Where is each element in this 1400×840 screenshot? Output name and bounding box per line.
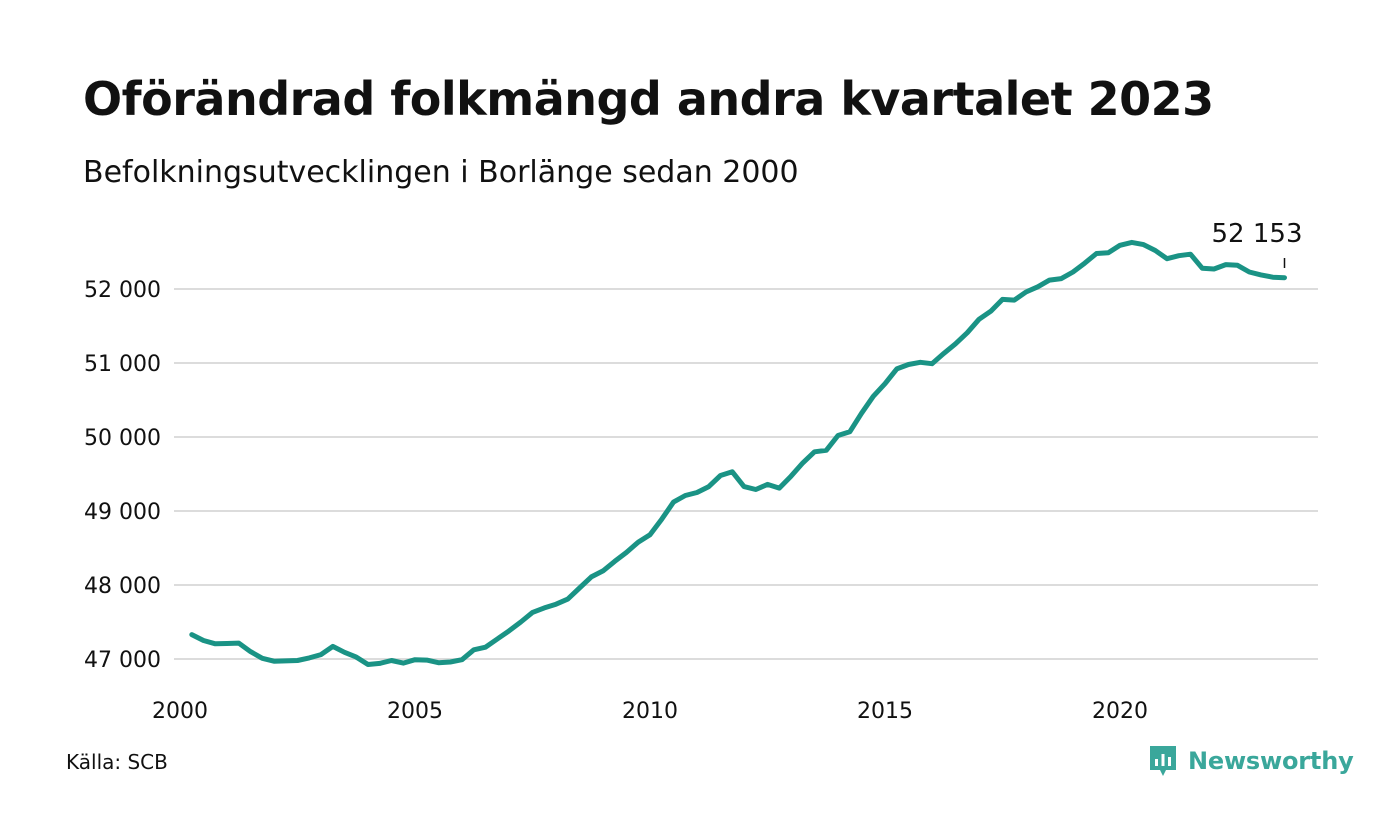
y-tick-label: 47 000 bbox=[84, 648, 161, 673]
source-note: Källa: SCB bbox=[66, 750, 168, 774]
y-tick-label: 48 000 bbox=[84, 574, 161, 599]
series-layer bbox=[189, 239, 1287, 667]
end-label-group: 52 153 bbox=[1212, 219, 1303, 268]
brand-logo[interactable]: Newsworthy bbox=[1148, 744, 1354, 778]
x-tick-label: 2000 bbox=[152, 699, 208, 724]
newsworthy-logo-icon bbox=[1150, 746, 1176, 776]
x-tick-label: 2020 bbox=[1092, 699, 1148, 724]
grid-lines bbox=[174, 288, 1318, 660]
chart-title: Oförändrad folkmängd andra kvartalet 202… bbox=[83, 72, 1214, 126]
x-tick-label: 2010 bbox=[622, 699, 678, 724]
x-tick-label: 2015 bbox=[857, 699, 913, 724]
chart-subtitle: Befolkningsutvecklingen i Borlänge sedan… bbox=[83, 155, 799, 190]
y-tick-label: 52 000 bbox=[84, 278, 161, 303]
x-tick-label: 2005 bbox=[387, 699, 443, 724]
series-line bbox=[189, 239, 1287, 667]
x-axis-labels: 2000 2005 2010 2015 2020 bbox=[152, 699, 1148, 724]
y-tick-label: 50 000 bbox=[84, 426, 161, 451]
y-axis-labels: 47 000 48 000 49 000 50 000 51 000 52 000 bbox=[84, 278, 161, 673]
y-tick-label: 51 000 bbox=[84, 352, 161, 377]
y-tick-label: 49 000 bbox=[84, 500, 161, 525]
end-value-label: 52 153 bbox=[1212, 219, 1303, 249]
brand-name: Newsworthy bbox=[1188, 747, 1354, 775]
